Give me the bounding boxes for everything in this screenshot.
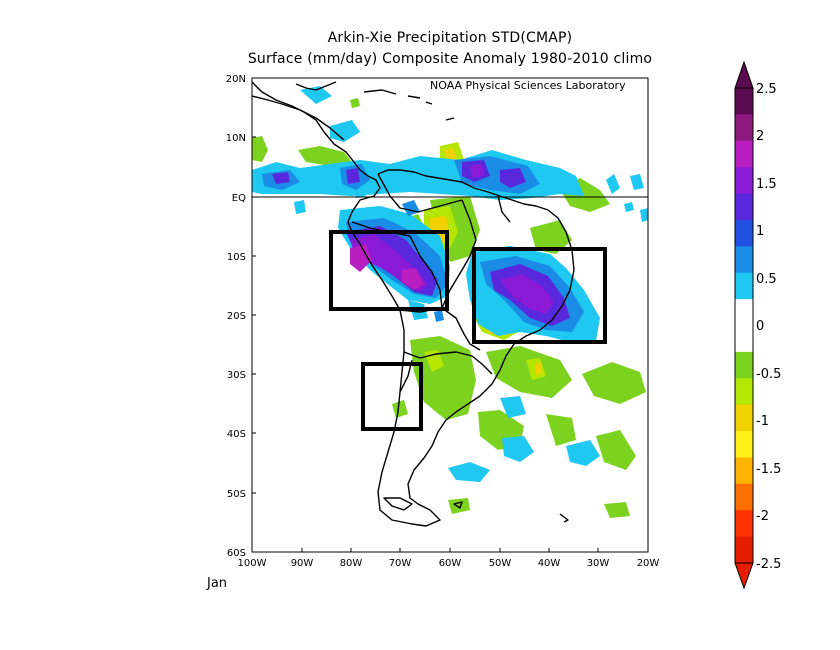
colorbar-cell xyxy=(735,483,753,511)
colorbar-label: -1 xyxy=(756,414,769,429)
colorbar-label: 0 xyxy=(756,319,764,334)
coastlines xyxy=(252,81,575,527)
lat-label: 40S xyxy=(227,429,246,440)
colorbar-cell xyxy=(735,351,753,379)
lon-label: 100W xyxy=(238,558,267,569)
anomaly-shading xyxy=(252,86,648,518)
month-label: Jan xyxy=(207,576,228,591)
central-brazil-box xyxy=(472,247,607,344)
colorbar-cell xyxy=(735,457,753,485)
lat-label: EQ xyxy=(232,193,246,204)
lat-label: 10N xyxy=(226,133,246,144)
lon-label: 30W xyxy=(587,558,610,569)
colorbar-top-arrow xyxy=(734,60,754,89)
colorbar-cell xyxy=(735,431,753,458)
colorbar-cell xyxy=(735,219,753,247)
credit-label: NOAA Physical Sciences Laboratory xyxy=(430,79,626,92)
colorbar-cell xyxy=(735,140,753,168)
colorbar-frame xyxy=(734,87,754,564)
colorbar-labels: 2.5 2 1.5 1 0.5 0 -0.5 -1 -1.5 -2 -2.5 xyxy=(756,82,781,572)
colorbar-cell xyxy=(735,404,753,432)
colorbar-cell xyxy=(735,299,753,326)
colorbar-cell xyxy=(735,114,753,142)
colorbar-cell xyxy=(735,272,753,300)
lon-label: 20W xyxy=(637,558,660,569)
colorbar-label: 1.5 xyxy=(756,177,777,192)
lat-label: 20N xyxy=(226,74,246,85)
central-chile-box xyxy=(361,362,423,431)
colorbar: 2.5 2 1.5 1 0.5 0 -0.5 -1 -1.5 -2 -2.5 xyxy=(734,60,781,590)
lon-label: 70W xyxy=(389,558,412,569)
lon-label: 90W xyxy=(291,558,314,569)
colorbar-bottom-arrow xyxy=(734,562,754,590)
lat-label: 60S xyxy=(227,548,246,559)
lat-label: 50S xyxy=(227,489,246,500)
colorbar-cell xyxy=(735,167,753,195)
colorbar-cell xyxy=(735,325,753,353)
peru-bolivia-box xyxy=(329,230,449,311)
colorbar-label: 2.5 xyxy=(756,82,777,97)
colorbar-cell xyxy=(735,88,753,115)
colorbar-label: -0.5 xyxy=(756,367,781,382)
latitude-labels: 20N 10N EQ 10S 20S 30S 40S 50S 60S xyxy=(226,74,246,559)
lat-label: 30S xyxy=(227,370,246,381)
colorbar-label: -2.5 xyxy=(756,557,781,572)
lat-label: 10S xyxy=(227,252,246,263)
colorbar-label: -1.5 xyxy=(756,462,781,477)
longitude-labels: 100W 90W 80W 70W 60W 50W 40W 30W 20W xyxy=(238,558,660,569)
colorbar-label: 0.5 xyxy=(756,272,777,287)
colorbar-label: 1 xyxy=(756,224,764,239)
map-title-line2: Surface (mm/day) Composite Anomaly 1980-… xyxy=(247,51,653,67)
colorbar-cells xyxy=(735,88,753,564)
colorbar-cell xyxy=(735,246,753,274)
lon-label: 50W xyxy=(489,558,512,569)
colorbar-label: 2 xyxy=(756,129,764,144)
lon-label: 60W xyxy=(439,558,462,569)
colorbar-cell xyxy=(735,378,753,406)
lon-label: 40W xyxy=(538,558,561,569)
map-title-line1: Arkin-Xie Precipitation STD(CMAP) xyxy=(327,30,573,46)
colorbar-cell xyxy=(735,536,753,564)
colorbar-cell xyxy=(735,510,753,538)
lon-label: 80W xyxy=(340,558,363,569)
colorbar-cell xyxy=(735,193,753,221)
lat-label: 20S xyxy=(227,311,246,322)
analysis-boxes xyxy=(329,230,607,431)
colorbar-label: -2 xyxy=(756,509,769,524)
axis-ticks xyxy=(252,77,599,552)
